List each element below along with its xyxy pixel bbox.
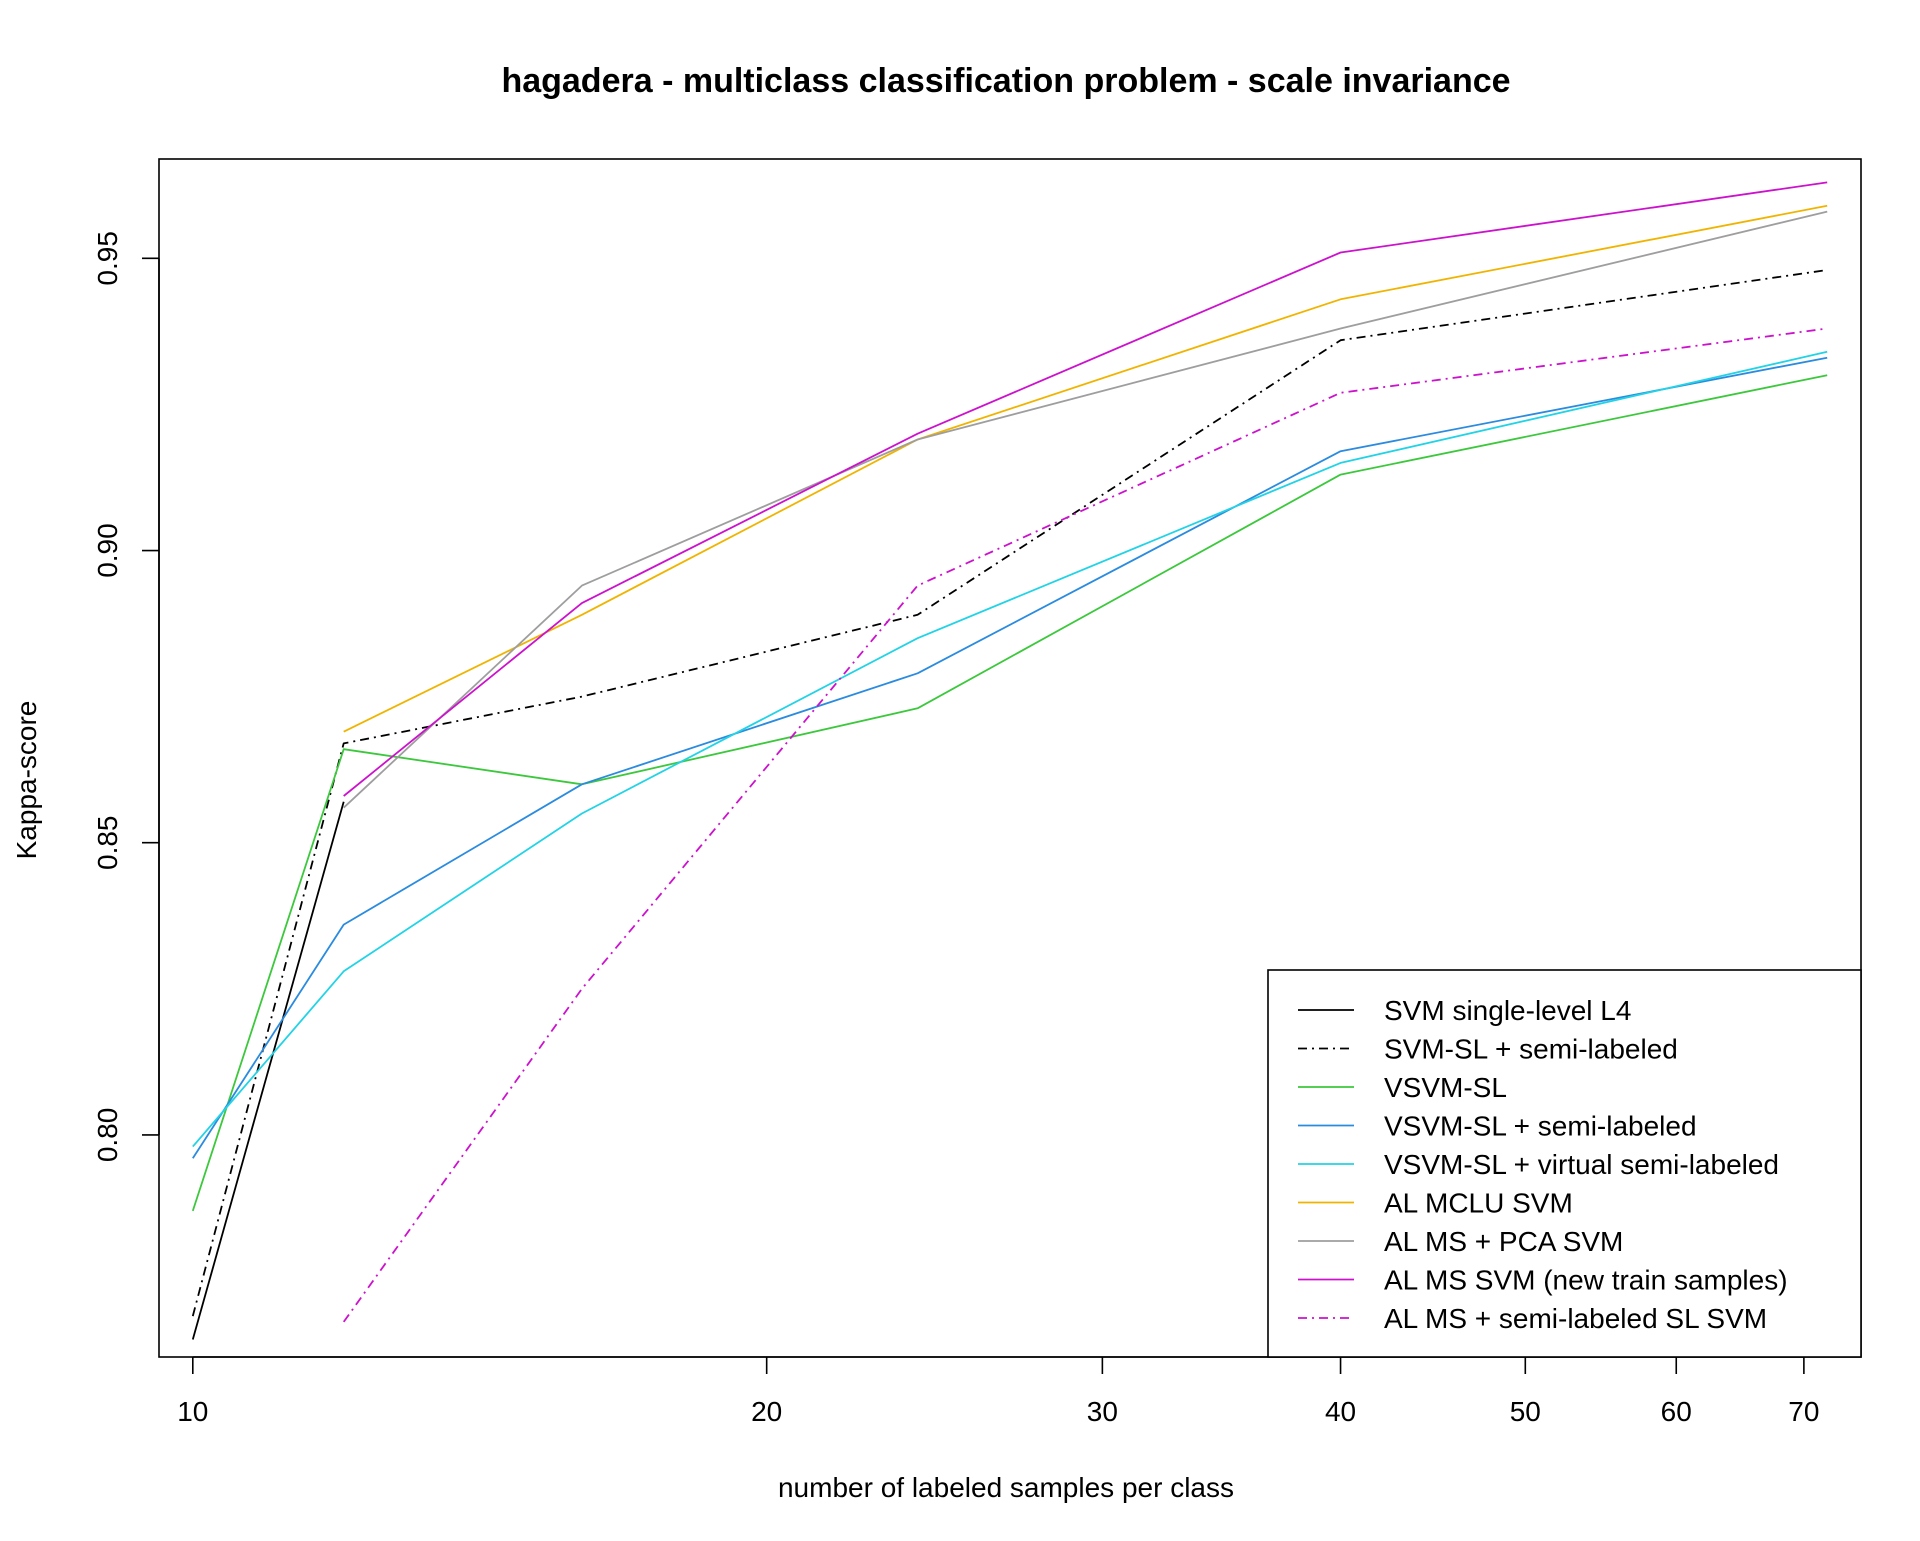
legend-label-2: SVM-SL + semi-labeled	[1384, 1034, 1678, 1065]
x-tick-label: 60	[1661, 1396, 1692, 1427]
series-group	[191, 181, 1828, 1340]
x-tick-label: 50	[1510, 1396, 1541, 1427]
x-tick-label: 40	[1325, 1396, 1356, 1427]
chart-title: hagadera - multiclass classification pro…	[501, 62, 1510, 100]
legend-label-5: VSVM-SL + virtual semi-labeled	[1384, 1149, 1779, 1180]
series-line-2	[191, 269, 1828, 1317]
legend-label-4: VSVM-SL + semi-labeled	[1384, 1111, 1697, 1142]
legend-label-3: VSVM-SL	[1384, 1072, 1507, 1103]
legend-box	[1267, 969, 1862, 1358]
series-line-5	[192, 350, 1828, 1148]
y-tick-label: 0.80	[92, 1108, 123, 1163]
series-line-9	[342, 327, 1828, 1323]
legend-label-7: AL MS + PCA SVM	[1384, 1226, 1623, 1257]
legend-label-6: AL MCLU SVM	[1384, 1188, 1573, 1219]
y-tick-label: 0.85	[92, 815, 123, 870]
series-line-6	[343, 204, 1828, 733]
y-axis-label: Kappa-score	[11, 701, 42, 860]
series-line-3	[191, 374, 1828, 1212]
x-axis-label: number of labeled samples per class	[778, 1472, 1234, 1503]
plot-area: 10 20 30 40 50 60 70 0.80 0.85 0.90 0.95 SVM single…	[92, 158, 1862, 1427]
y-tick-label: 0.90	[92, 523, 123, 578]
series-line-4	[192, 356, 1828, 1159]
legend-label-9: AL MS + semi-labeled SL SVM	[1384, 1303, 1767, 1334]
y-tick-label: 0.95	[92, 231, 123, 286]
x-tick-label: 20	[751, 1396, 782, 1427]
x-tick-label: 70	[1788, 1396, 1819, 1427]
legend-label-1: SVM single-level L4	[1384, 995, 1631, 1026]
legend-label-8: AL MS SVM (new train samples)	[1384, 1265, 1788, 1296]
series-line-7	[343, 210, 1828, 809]
x-tick-label: 10	[177, 1396, 208, 1427]
x-tick-label: 30	[1087, 1396, 1118, 1427]
series-line-8	[343, 181, 1828, 797]
series-line-1	[191, 801, 345, 1340]
